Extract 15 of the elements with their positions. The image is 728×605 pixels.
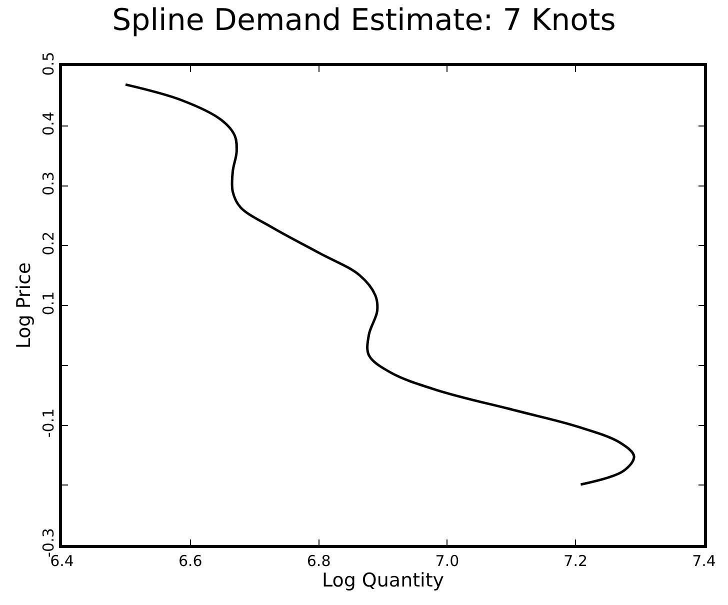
x-tick-label: 7.4 xyxy=(692,552,716,570)
y-tick-label: 0.2 xyxy=(39,231,58,256)
x-tick-label: 6.6 xyxy=(178,552,202,570)
y-tick-label: 0.1 xyxy=(39,291,58,316)
y-tick-label: 0.4 xyxy=(39,112,58,136)
x-tick-label: 7.0 xyxy=(435,552,460,570)
x-tick-label: 6.8 xyxy=(306,552,331,570)
chart-title: Spline Demand Estimate: 7 Knots xyxy=(112,3,616,38)
y-tick-label: 0.5 xyxy=(39,52,58,76)
y-axis-title: Log Price xyxy=(13,262,36,349)
x-tick-label: 7.2 xyxy=(564,552,588,570)
y-tick-label: -0.1 xyxy=(39,408,58,438)
y-tick-label: 0.3 xyxy=(39,172,58,196)
x-axis-title: Log Quantity xyxy=(322,570,444,592)
line-series xyxy=(124,83,636,486)
